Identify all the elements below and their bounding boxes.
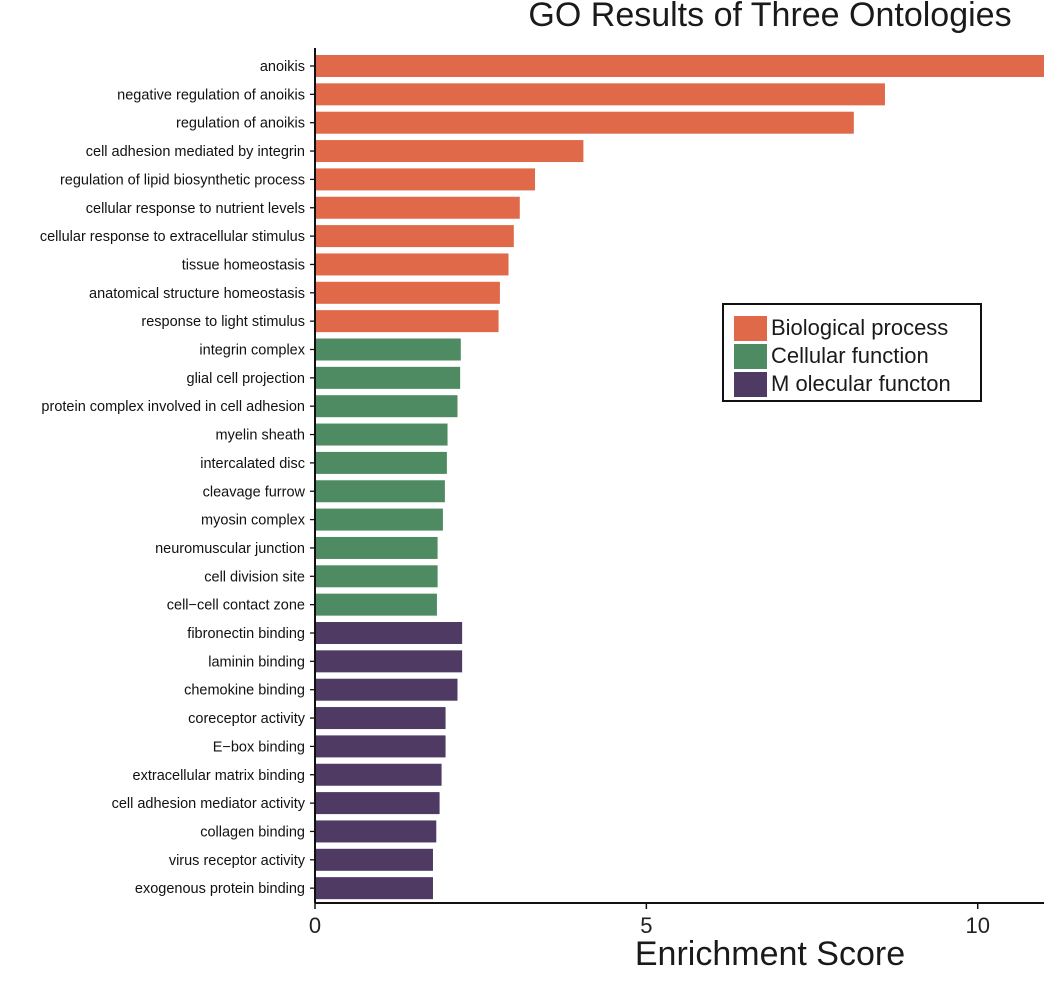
bar-cellular [315, 366, 461, 389]
category-label: laminin binding [208, 654, 305, 670]
bar-biological [315, 310, 499, 333]
legend-swatch-biological [734, 315, 767, 341]
bar-cellular [315, 480, 445, 503]
bar-molecular [315, 622, 463, 644]
category-label: regulation of lipid biosynthetic process [60, 172, 305, 188]
legend-item-cellular: Cellular function [734, 342, 980, 370]
category-label: response to light stimulus [141, 314, 305, 330]
bar-cellular [315, 338, 461, 361]
category-label: virus receptor activity [169, 853, 306, 869]
category-label: cell adhesion mediator activity [112, 796, 306, 812]
legend-label: Biological process [771, 315, 949, 340]
legend-item-molecular: M olecular functon [734, 370, 980, 398]
bar-biological [315, 253, 509, 276]
legend-label: M olecular functon [771, 371, 951, 396]
bar-biological [315, 140, 584, 163]
category-labels-layer: anoikis negative regulation of anoikis reg… [40, 59, 306, 897]
category-label: negative regulation of anoikis [117, 87, 305, 103]
x-tick-label: 0 [309, 913, 321, 938]
bar-molecular [315, 763, 442, 786]
bar-molecular [315, 678, 458, 701]
category-label: cell division site [204, 569, 305, 585]
axes-layer: 0 5 10 [309, 48, 1044, 938]
category-label: exogenous protein binding [135, 881, 305, 897]
bar-molecular [315, 735, 446, 758]
category-label: intercalated disc [200, 456, 305, 472]
bar-cellular [315, 423, 448, 446]
category-label: collagen binding [200, 824, 305, 840]
bar-molecular [315, 650, 463, 673]
x-tick-label: 5 [640, 913, 652, 938]
bar-molecular [315, 877, 433, 900]
category-label: fibronectin binding [187, 626, 305, 642]
bar-cellular [315, 565, 438, 588]
x-axis-label: Enrichment Score [634, 935, 906, 973]
category-label: E−box binding [213, 739, 305, 755]
bar-cellular [315, 395, 458, 418]
category-label: integrin complex [199, 343, 305, 359]
category-label: regulation of anoikis [176, 116, 305, 132]
category-label: glial cell projection [187, 371, 305, 387]
category-label: cell−cell contact zone [167, 598, 305, 614]
category-label: anatomical structure homeostasis [89, 286, 305, 302]
legend-swatch-cellular [734, 343, 767, 369]
category-label: coreceptor activity [188, 711, 306, 727]
bar-cellular [315, 451, 447, 474]
category-label: myelin sheath [216, 428, 305, 444]
bar-cellular [315, 593, 437, 616]
bar-biological [315, 55, 1044, 77]
bar-biological [315, 281, 500, 304]
category-label: neuromuscular junction [155, 541, 305, 557]
legend-item-biological: Biological process [734, 314, 980, 342]
bar-molecular [315, 707, 446, 730]
x-tick-label: 10 [965, 913, 989, 938]
bar-molecular [315, 848, 433, 871]
bar-biological [315, 111, 854, 134]
category-label: cleavage furrow [203, 484, 306, 500]
bar-molecular [315, 820, 437, 843]
legend-swatch-molecular [734, 371, 767, 397]
category-label: extracellular matrix binding [133, 768, 305, 784]
bar-biological [315, 196, 520, 219]
chart-title: GO Results of Three Ontologies [528, 0, 1012, 34]
category-label: chemokine binding [184, 683, 305, 699]
category-label: protein complex involved in cell adhesio… [41, 399, 305, 415]
category-label: cell adhesion mediated by integrin [86, 144, 305, 160]
category-label: anoikis [260, 59, 305, 75]
bar-molecular [315, 792, 440, 815]
bar-biological [315, 83, 885, 106]
legend-label: Cellular function [771, 343, 929, 368]
category-label: cellular response to nutrient levels [86, 201, 305, 217]
bar-cellular [315, 536, 438, 559]
category-label: tissue homeostasis [182, 257, 305, 273]
category-label: cellular response to extracellular stimu… [40, 229, 305, 245]
legend: Biological process Cellular function M o… [722, 303, 982, 402]
bars-layer [315, 55, 1044, 900]
bar-biological [315, 225, 514, 248]
bar-cellular [315, 508, 443, 531]
bar-biological [315, 168, 536, 191]
category-label: myosin complex [201, 513, 306, 529]
